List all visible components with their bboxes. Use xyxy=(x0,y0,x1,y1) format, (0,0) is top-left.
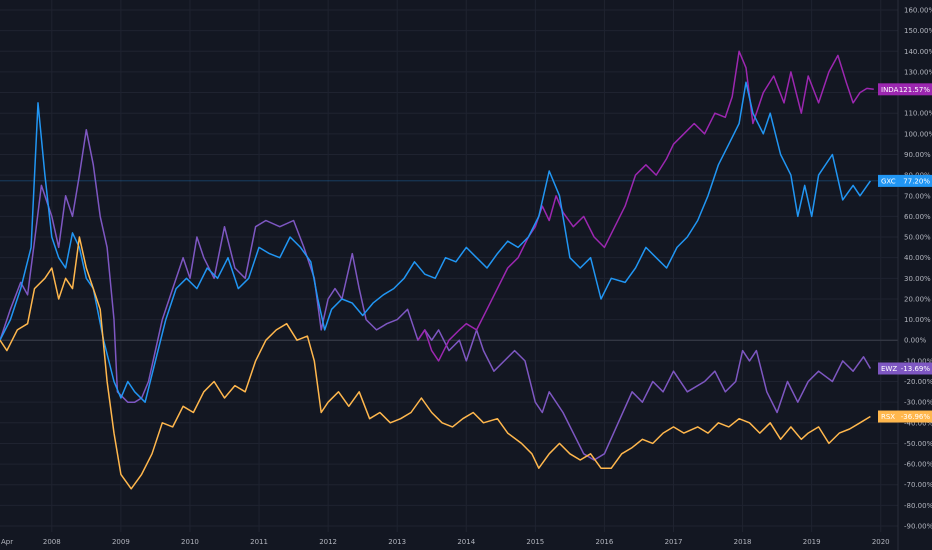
x-tick-label: 2015 xyxy=(526,538,544,546)
grid-lines xyxy=(0,0,898,532)
x-tick-label: 2012 xyxy=(319,538,337,546)
series-value-label: 77.20% xyxy=(903,177,930,185)
y-tick-label: -30.00% xyxy=(904,399,932,407)
value-badge-ewz: EWZ -13.69% xyxy=(878,362,932,375)
x-tick-label: 2008 xyxy=(43,538,61,546)
value-badge-rsx: RSX -36.96% xyxy=(878,410,932,423)
series-layer xyxy=(0,50,898,490)
x-tick-label: 2017 xyxy=(665,538,683,546)
x-tick-label: 2016 xyxy=(596,538,614,546)
y-tick-label: -50.00% xyxy=(904,440,932,448)
series-name-label: EWZ xyxy=(881,365,897,373)
value-badge-bg xyxy=(878,83,932,96)
series-value-badges: EWZ -13.69% INDA 121.57% GXC 77.20% RSX -36.96% xyxy=(878,83,932,423)
series-value-label: 121.57% xyxy=(899,86,930,94)
x-tick-label: Apr xyxy=(1,538,13,546)
y-tick-label: 40.00% xyxy=(904,254,931,262)
series-value-label: -36.96% xyxy=(901,413,931,421)
y-tick-label: -20.00% xyxy=(904,378,932,386)
y-tick-label: 110.00% xyxy=(904,110,932,118)
y-tick-label: 160.00% xyxy=(904,7,932,15)
y-tick-label: 140.00% xyxy=(904,48,932,56)
y-tick-label: 70.00% xyxy=(904,192,931,200)
x-axis: Apr 2008 2009 2010 2011 2012 2013 2014 2015 2016 2… xyxy=(1,538,890,546)
y-tick-label: -80.00% xyxy=(904,502,932,510)
y-tick-label: -10.00% xyxy=(904,357,932,365)
x-tick-label: 2020 xyxy=(872,538,890,546)
y-tick-label: 150.00% xyxy=(904,27,932,35)
y-tick-label: 30.00% xyxy=(904,275,931,283)
y-tick-label: 10.00% xyxy=(904,316,931,324)
series-name-label: INDA xyxy=(881,86,899,94)
value-badge-gxc: GXC 77.20% xyxy=(878,174,932,187)
series-line-gxc xyxy=(0,81,872,403)
x-tick-label: 2011 xyxy=(250,538,268,546)
x-tick-label: 2018 xyxy=(734,538,752,546)
series-value-label: -13.69% xyxy=(901,365,931,373)
series-name-label: GXC xyxy=(881,177,896,185)
y-tick-label: 0.00% xyxy=(904,337,927,345)
y-tick-label: -90.00% xyxy=(904,523,932,531)
x-tick-label: 2013 xyxy=(388,538,406,546)
value-badge-bg xyxy=(878,410,932,423)
value-badge-bg xyxy=(878,362,932,375)
y-tick-label: 90.00% xyxy=(904,151,931,159)
y-tick-label: 60.00% xyxy=(904,213,931,221)
y-tick-label: 50.00% xyxy=(904,234,931,242)
y-tick-label: -60.00% xyxy=(904,461,932,469)
y-tick-label: 100.00% xyxy=(904,130,932,138)
value-badge-inda: INDA 121.57% xyxy=(878,83,932,96)
series-line-ewz xyxy=(0,128,872,461)
x-tick-label: 2009 xyxy=(112,538,130,546)
series-name-label: RSX xyxy=(881,413,895,421)
y-tick-label: -40.00% xyxy=(904,419,932,427)
y-tick-label: 130.00% xyxy=(904,68,932,76)
series-line-rsx xyxy=(0,236,871,490)
x-tick-label: 2010 xyxy=(181,538,199,546)
value-badge-bg xyxy=(878,174,932,187)
x-tick-label: 2019 xyxy=(803,538,821,546)
y-tick-label: 20.00% xyxy=(904,295,931,303)
y-tick-label: -70.00% xyxy=(904,481,932,489)
x-tick-label: 2014 xyxy=(457,538,475,546)
series-line-inda xyxy=(417,50,874,362)
